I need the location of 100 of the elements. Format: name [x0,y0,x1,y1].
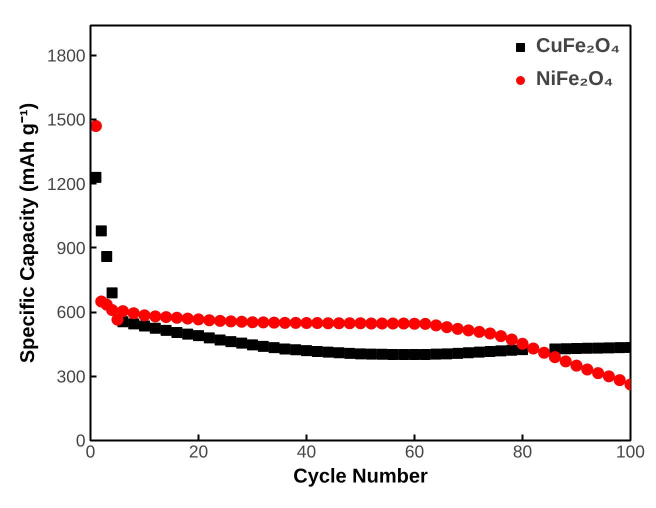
point [376,348,388,360]
point [150,322,161,334]
point [193,330,204,342]
point [570,360,582,372]
point [409,349,420,360]
x-axis-title: Cycle Number [293,466,428,488]
point [419,318,432,330]
point [430,348,442,360]
point [440,321,453,334]
point [463,347,474,358]
point [290,316,302,329]
point [603,342,614,354]
point [160,311,172,324]
y-tick-label: 600 [56,302,86,322]
y-tick-label: 1500 [46,110,86,130]
point [138,309,150,322]
point [301,345,312,356]
point [311,317,324,330]
point [322,317,334,330]
point [581,363,594,376]
point [322,346,334,358]
point [495,345,506,356]
point [290,344,302,356]
point [214,334,226,346]
y-tick-label: 1200 [46,174,86,194]
point [170,312,183,324]
point [332,317,345,330]
point [420,349,431,360]
point [592,342,604,354]
point [90,120,102,132]
point [106,304,118,316]
x-tick-label: 40 [296,442,316,462]
point [268,342,280,354]
point [258,340,269,352]
point [387,349,398,360]
point [614,342,626,354]
point [452,348,464,359]
point [257,316,270,328]
point [506,334,518,346]
point [376,318,388,330]
legend-label: NiFe₂O₄ [536,68,614,91]
point [527,342,540,355]
point [614,374,626,386]
x-tick-label: 60 [404,442,424,462]
point [139,320,150,332]
point [279,343,290,354]
point [365,318,378,330]
point [300,317,312,330]
point [171,326,182,338]
point [474,346,485,358]
point [96,225,107,236]
point [386,318,399,330]
point [204,332,215,344]
point [116,305,129,318]
point [149,310,162,322]
point [278,316,291,329]
point [182,328,194,340]
point [441,348,452,360]
point [90,172,102,183]
point [516,338,528,350]
point [236,316,248,328]
point [355,348,366,360]
point [430,319,442,332]
point [560,355,572,368]
point [112,314,124,326]
y-tick-label: 900 [56,238,86,258]
point [538,346,550,359]
point [214,314,226,327]
point [225,336,236,348]
point [462,324,474,336]
point [398,318,410,330]
point [312,346,323,358]
point [101,251,112,262]
legend-label: CuFe₂O₄ [536,35,620,58]
point [246,316,258,328]
y-tick-label: 300 [56,366,86,386]
point [268,316,280,329]
point [224,315,237,328]
point [560,343,572,354]
point [236,338,248,349]
point [398,349,410,360]
point [128,307,140,320]
point [452,322,464,335]
point [408,318,420,330]
y-axis-title: Specific Capacity (mAh g⁻¹) [16,102,39,364]
point [366,348,377,360]
point [571,343,582,354]
point [506,344,518,356]
point [182,312,194,325]
x-tick-label: 80 [512,442,532,462]
point [128,318,140,330]
point [192,313,204,326]
point [333,347,344,358]
point [484,346,496,358]
y-tick-label: 1800 [46,45,86,66]
x-tick-label: 100 [616,442,645,462]
point [582,342,593,354]
point [494,330,507,342]
point [484,328,496,340]
point [247,339,258,350]
